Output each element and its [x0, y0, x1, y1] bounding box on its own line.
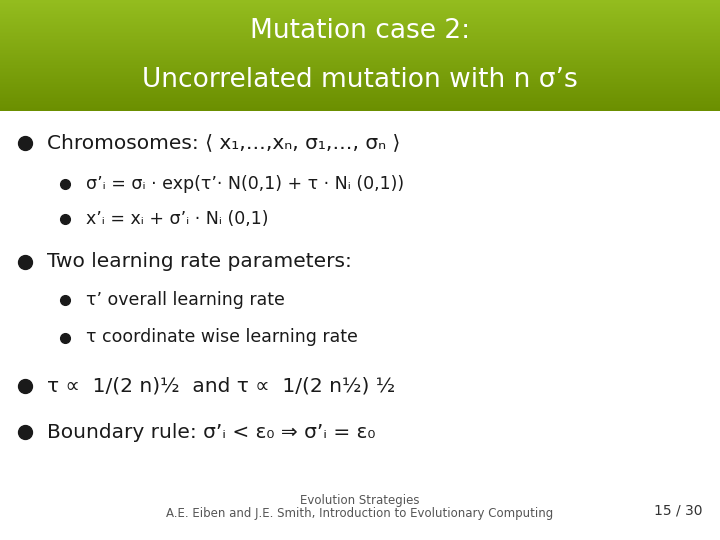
Bar — [0, 93, 720, 94]
Bar — [0, 90, 720, 91]
Bar — [0, 57, 720, 58]
Bar — [0, 80, 720, 82]
Bar — [0, 24, 720, 25]
Bar — [0, 30, 720, 32]
Bar — [0, 108, 720, 109]
Text: Boundary rule: σ’ᵢ < ε₀ ⇒ σ’ᵢ = ε₀: Boundary rule: σ’ᵢ < ε₀ ⇒ σ’ᵢ = ε₀ — [47, 422, 375, 442]
Text: x’ᵢ = xᵢ + σ’ᵢ · Nᵢ (0,1): x’ᵢ = xᵢ + σ’ᵢ · Nᵢ (0,1) — [86, 210, 269, 228]
Bar — [0, 26, 720, 28]
Bar — [0, 96, 720, 97]
Bar — [0, 86, 720, 87]
Bar — [0, 42, 720, 43]
Bar — [0, 68, 720, 69]
Bar — [0, 5, 720, 7]
Bar — [0, 25, 720, 26]
Text: A.E. Eiben and J.E. Smith, Introduction to Evolutionary Computing: A.E. Eiben and J.E. Smith, Introduction … — [166, 507, 554, 519]
Bar — [0, 14, 720, 15]
Bar — [0, 2, 720, 3]
Bar — [0, 64, 720, 65]
Bar — [0, 17, 720, 18]
Bar — [0, 83, 720, 84]
Bar — [0, 52, 720, 54]
Bar — [0, 94, 720, 96]
Bar — [0, 55, 720, 57]
Bar — [0, 36, 720, 37]
Bar — [0, 58, 720, 59]
Bar — [0, 11, 720, 12]
Bar — [0, 46, 720, 47]
Bar — [0, 99, 720, 101]
Bar — [0, 77, 720, 79]
Text: Chromosomes: ⟨ x₁,…,xₙ, σ₁,…, σₙ ⟩: Chromosomes: ⟨ x₁,…,xₙ, σ₁,…, σₙ ⟩ — [47, 133, 400, 153]
Bar — [0, 72, 720, 73]
Bar — [0, 37, 720, 39]
Bar — [0, 49, 720, 50]
Bar — [0, 3, 720, 4]
Bar — [0, 65, 720, 66]
Bar — [0, 76, 720, 77]
Bar — [0, 22, 720, 24]
Text: Mutation case 2:: Mutation case 2: — [250, 18, 470, 44]
Bar — [0, 28, 720, 29]
Text: τ coordinate wise learning rate: τ coordinate wise learning rate — [86, 328, 359, 347]
Bar — [0, 103, 720, 104]
Bar — [0, 54, 720, 55]
Text: Two learning rate parameters:: Two learning rate parameters: — [47, 252, 351, 272]
Bar — [0, 73, 720, 75]
Bar — [0, 79, 720, 80]
Bar — [0, 19, 720, 21]
Bar — [0, 109, 720, 111]
Bar — [0, 59, 720, 61]
Bar — [0, 66, 720, 68]
Text: 15 / 30: 15 / 30 — [654, 503, 702, 517]
Bar — [0, 62, 720, 64]
Bar — [0, 101, 720, 103]
Bar — [0, 98, 720, 99]
Bar — [0, 21, 720, 22]
Bar — [0, 43, 720, 44]
Bar — [0, 32, 720, 33]
Bar — [0, 84, 720, 86]
Bar — [0, 0, 720, 2]
Bar — [0, 7, 720, 8]
Bar — [0, 40, 720, 42]
Bar — [0, 51, 720, 52]
Bar — [0, 106, 720, 108]
Text: Evolution Strategies: Evolution Strategies — [300, 494, 420, 507]
Bar — [0, 97, 720, 98]
Bar — [0, 15, 720, 17]
Bar — [0, 82, 720, 83]
Bar — [0, 69, 720, 71]
Bar — [0, 33, 720, 35]
Text: Uncorrelated mutation with n σ’s: Uncorrelated mutation with n σ’s — [142, 67, 578, 93]
Bar — [0, 104, 720, 105]
Bar — [0, 91, 720, 93]
Bar — [0, 18, 720, 19]
Bar — [0, 10, 720, 11]
Bar — [0, 105, 720, 106]
Bar — [0, 35, 720, 36]
Bar — [0, 71, 720, 72]
Bar — [0, 47, 720, 49]
Bar — [0, 4, 720, 5]
Bar — [0, 89, 720, 90]
Text: τ ∝  1/(2 n)½  and τ ∝  1/(2 n½) ½: τ ∝ 1/(2 n)½ and τ ∝ 1/(2 n½) ½ — [47, 376, 395, 396]
Bar — [0, 29, 720, 30]
Bar — [0, 8, 720, 10]
Text: τ’ overall learning rate: τ’ overall learning rate — [86, 291, 285, 309]
Bar — [0, 44, 720, 46]
Bar — [0, 39, 720, 40]
Bar — [0, 87, 720, 89]
Bar — [0, 61, 720, 62]
Bar — [0, 50, 720, 51]
Bar — [0, 75, 720, 76]
Bar — [0, 12, 720, 14]
Text: σ’ᵢ = σᵢ · exp(τ’· N(0,1) + τ · Nᵢ (0,1)): σ’ᵢ = σᵢ · exp(τ’· N(0,1) + τ · Nᵢ (0,1)… — [86, 174, 405, 193]
